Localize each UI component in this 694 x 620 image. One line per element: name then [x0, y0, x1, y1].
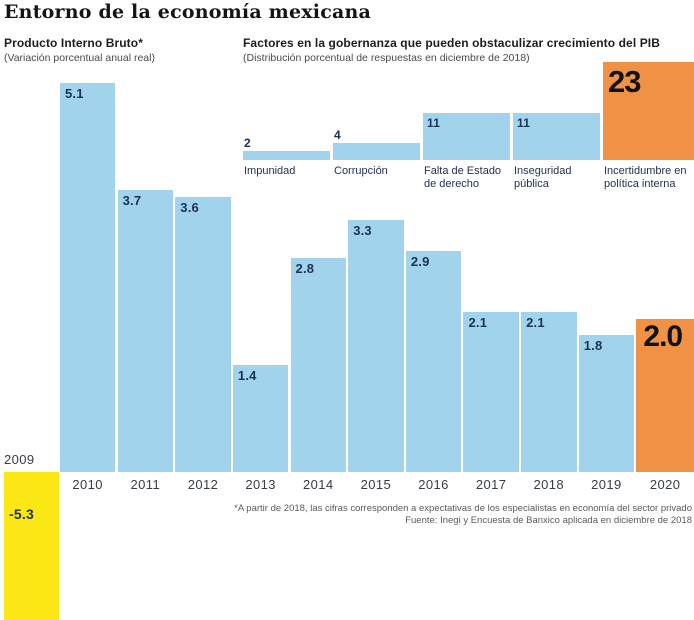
axis-label-2010: 2010 [72, 477, 103, 492]
factor-value-label: 11 [427, 116, 441, 131]
bar-2019 [578, 334, 635, 472]
footnote-line-1: *A partir de 2018, las cifras correspond… [234, 503, 692, 514]
factors-chart-title: Factores en la gobernanza que pueden obs… [243, 36, 661, 50]
axis-label-2018: 2018 [533, 477, 565, 492]
factor-bar-4 [603, 62, 694, 160]
bar-2020 [636, 319, 694, 472]
factor-value-label: 4 [334, 127, 341, 142]
axis-label-2014: 2014 [302, 477, 334, 492]
footnote: *A partir de 2018, las cifras correspond… [234, 503, 692, 527]
bar-value-label: 3.6 [180, 200, 199, 216]
bar-value-label: 1.8 [583, 337, 603, 353]
factor-category-label: Impunidad [244, 165, 296, 177]
factor-value-label-highlight: 23 [608, 64, 641, 100]
bar-2009-negative [4, 472, 59, 620]
bar-value-label-highlight: 2.0 [643, 320, 683, 354]
bar-value-label: 3.3 [353, 223, 372, 239]
axis-label-2017: 2017 [475, 477, 507, 492]
factors-chart-subtitle: (Distribución porcentual de respuestas e… [243, 52, 530, 64]
factor-bar-2 [423, 113, 510, 160]
bar-value-label: 1.4 [237, 368, 257, 384]
gdp-chart-subtitle: (Variación porcentual anual real) [4, 52, 155, 64]
bar-2014 [290, 258, 346, 472]
axis-label-2013: 2013 [245, 477, 276, 492]
bar-value-label: 2.1 [468, 314, 488, 330]
gdp-chart-title: Producto Interno Bruto* [4, 36, 143, 50]
footnote-line-2: Fuente: Inegi y Encuesta de Banxico apli… [405, 515, 692, 526]
axis-label-2019: 2019 [591, 477, 622, 492]
bar-2011 [117, 189, 174, 472]
factor-category-label: Inseguridad pública [514, 165, 572, 190]
factors-chart-header: Factores en la gobernanza que pueden obs… [243, 36, 694, 64]
bar-value-label: -5.3 [9, 506, 34, 522]
axis-label-2015: 2015 [360, 477, 392, 492]
gdp-chart-header: Producto Interno Bruto* (Variación porce… [4, 36, 234, 64]
factor-category-label: Falta de Estado de derecho [424, 165, 502, 190]
factor-bar-3 [513, 113, 600, 160]
bar-2010 [60, 82, 116, 472]
axis-label-2009: 2009 [4, 452, 35, 467]
page-title: Entorno de la economía mexicana [4, 1, 371, 23]
axis-label-2011: 2011 [130, 477, 161, 492]
factor-bar-0 [243, 151, 330, 160]
bar-value-label: 2.9 [410, 253, 430, 269]
bar-value-label: 2.8 [295, 261, 315, 277]
bar-2018 [521, 311, 577, 472]
bar-value-label: 5.1 [65, 85, 84, 101]
axis-label-2020: 2020 [649, 477, 681, 492]
axis-label-2016: 2016 [418, 477, 449, 492]
factor-category-label: Corrupción [334, 165, 388, 177]
bar-2015 [348, 220, 404, 472]
bar-2016 [405, 250, 462, 472]
bar-2017 [463, 311, 519, 472]
bar-value-label: 2.1 [526, 314, 545, 330]
bar-2012 [175, 197, 231, 472]
bar-value-label: 3.7 [122, 192, 142, 208]
factor-value-label: 2 [244, 136, 251, 151]
factor-bar-1 [333, 142, 420, 160]
factor-value-label: 11 [517, 116, 531, 131]
axis-label-2012: 2012 [187, 477, 219, 492]
bar-2013 [232, 365, 289, 472]
factor-category-label: Incertidumbre en política interna [604, 165, 687, 190]
